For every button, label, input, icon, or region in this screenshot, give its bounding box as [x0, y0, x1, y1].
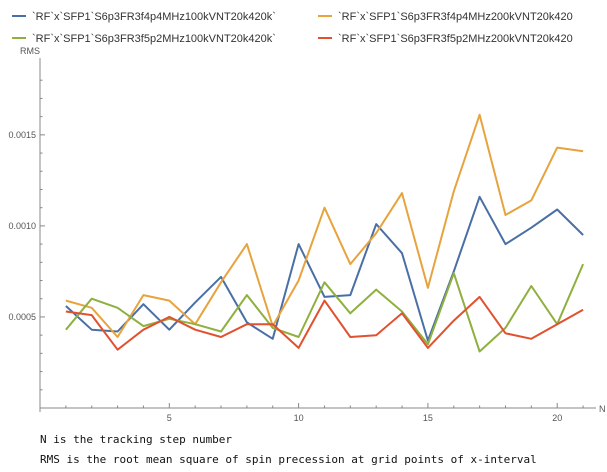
x-tick-label-15: 15 — [423, 413, 433, 423]
series-line-2 — [65, 113, 584, 338]
series-line-3 — [65, 263, 585, 353]
y-tick-label-3: 0.0015 — [8, 130, 36, 140]
legend-label-1: `RF`x`SFP1`S6p3FR3f4p4MHz100kVNT20k420k` — [32, 11, 276, 23]
y-axis-label: RMS — [20, 46, 40, 56]
caption-n-definition: N is the tracking step number — [40, 433, 233, 446]
y-tick-label-1: 0.0005 — [8, 312, 36, 322]
legend-label-4: `RF`x`SFP1`S6p3FR3f5p2MHz200kVNT20k420 — [338, 33, 573, 45]
x-tick-label-20: 20 — [552, 413, 562, 423]
chart-legend: `RF`x`SFP1`S6p3FR3f4p4MHz100kVNT20k420k`… — [12, 11, 573, 45]
y-tick-label-2: 0.0010 — [8, 221, 36, 231]
x-tick-label-10: 10 — [294, 413, 304, 423]
series-line-1 — [65, 195, 584, 342]
x-axis-label: N — [599, 404, 606, 414]
chart-series — [65, 113, 585, 353]
x-tick-label-5: 5 — [167, 413, 172, 423]
series-line-4 — [65, 295, 584, 351]
legend-label-3: `RF`x`SFP1`S6p3FR3f5p2MHz100kVNT20k420k` — [32, 33, 276, 45]
caption-rms-definition: RMS is the root mean square of spin prec… — [40, 453, 537, 466]
chart-axes: 5 10 15 20 0.0005 0.0010 0.0015 RMS N — [8, 46, 605, 423]
legend-label-2: `RF`x`SFP1`S6p3FR3f4p4MHz200kVNT20k420 — [338, 11, 573, 23]
